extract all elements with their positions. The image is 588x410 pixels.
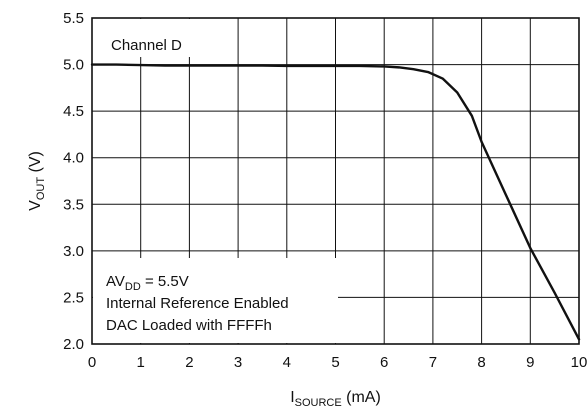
annotation-top-background (93, 19, 227, 57)
x-tick-label: 1 (137, 354, 145, 371)
x-tick-label: 3 (234, 354, 242, 371)
plot-border (91, 17, 580, 345)
tick-labels: 0 1 2 3 4 5 6 7 8 9 10 2.0 2.5 3.0 3.5 4.0 4.5 5.0 5.5 (63, 10, 587, 371)
x-tick-label: 5 (331, 354, 339, 371)
x-axis-label-main: I (290, 389, 294, 406)
y-axis-label-main: V (27, 200, 44, 211)
x-axis-label: ISOURCE (mA) (290, 389, 381, 409)
x-tick-label: 9 (526, 354, 534, 371)
annotation-supply-sub: DD (125, 281, 141, 293)
y-tick-label: 5.0 (63, 57, 84, 74)
x-tick-label: 7 (429, 354, 437, 371)
x-tick-label: 10 (571, 354, 588, 371)
y-tick-label: 2.0 (63, 336, 84, 353)
annotation-supply-main: AV (106, 273, 125, 290)
x-tick-label: 6 (380, 354, 388, 371)
y-tick-label: 2.5 (63, 289, 84, 306)
annotation-dac-label: DAC Loaded with FFFFh (106, 317, 272, 334)
y-tick-label: 3.0 (63, 243, 84, 260)
grid (92, 18, 579, 344)
annotation-supply-label: AVDD = 5.5V (106, 273, 189, 293)
annotation-supply-value: = 5.5V (141, 273, 189, 290)
x-tick-label: 0 (88, 354, 96, 371)
y-tick-label: 3.5 (63, 196, 84, 213)
y-axis-label-unit: (V) (27, 151, 44, 177)
series-line (90, 63, 581, 341)
y-tick-label: 4.5 (63, 103, 84, 120)
y-tick-label: 5.5 (63, 10, 84, 27)
x-tick-label: 4 (283, 354, 291, 371)
y-tick-label: 4.0 (63, 150, 84, 167)
x-axis-label-sub: SOURCE (295, 397, 342, 409)
annotation-reference-label: Internal Reference Enabled (106, 295, 289, 312)
x-tick-label: 8 (477, 354, 485, 371)
y-axis-label-sub: OUT (35, 177, 47, 201)
annotation-channel-label: Channel D (111, 37, 182, 54)
x-tick-label: 2 (185, 354, 193, 371)
y-axis-label: VOUT (V) (27, 151, 47, 211)
series-layer (90, 63, 581, 341)
annotation-bottom-background (93, 258, 338, 343)
x-axis-label-unit: (mA) (342, 389, 381, 406)
